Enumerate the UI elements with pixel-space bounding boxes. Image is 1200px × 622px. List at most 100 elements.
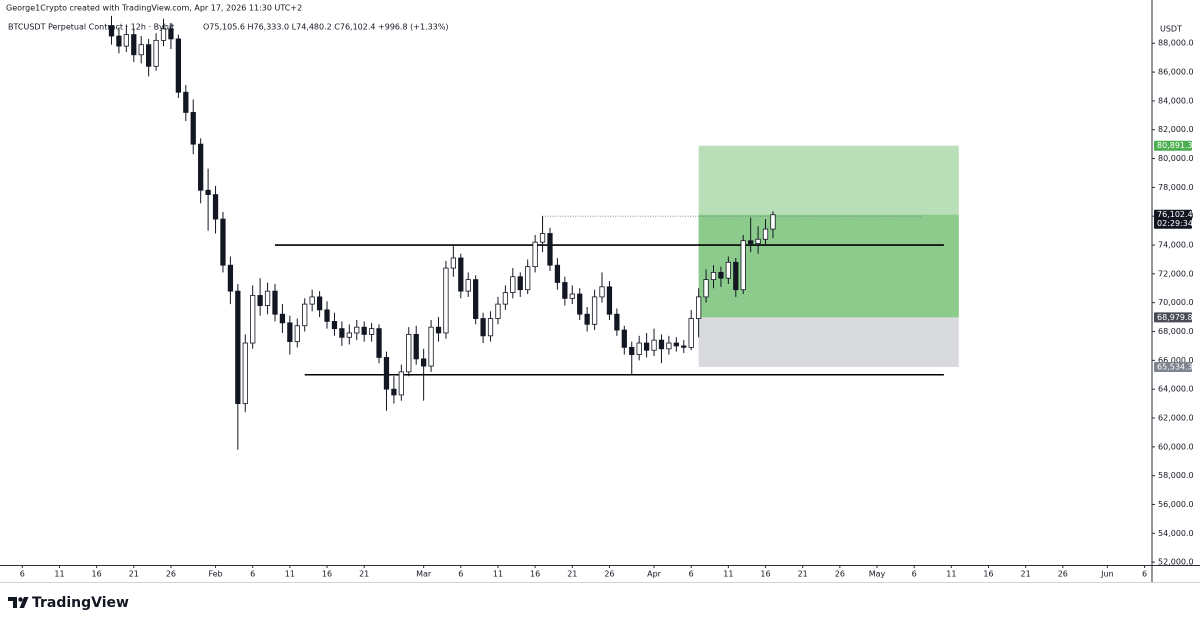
- candle-body: [160, 28, 167, 41]
- y-tick-label: 70,000.0: [1158, 298, 1194, 307]
- candle-body: [666, 342, 672, 350]
- candle-body: [287, 322, 293, 342]
- x-tick-label: 26: [835, 570, 845, 579]
- y-tick-label: 86,000.0: [1158, 68, 1194, 77]
- x-tick-label: 6: [689, 570, 694, 579]
- price-tag-box: [1154, 140, 1192, 151]
- price-tag: 76,102.402:29:34: [1154, 209, 1193, 229]
- candle-body: [621, 329, 627, 348]
- candle-body: [205, 189, 211, 195]
- candle-body: [383, 357, 390, 390]
- y-tick-label: 64,000.0: [1158, 385, 1194, 394]
- candle-body: [681, 345, 687, 348]
- x-tick-label: 6: [250, 570, 255, 579]
- candle-body: [762, 228, 769, 240]
- candle-body: [302, 303, 308, 327]
- candle-body: [257, 295, 263, 306]
- y-tick-label: 58,000.0: [1158, 471, 1194, 480]
- candle-body: [175, 38, 182, 93]
- candle-body: [703, 279, 709, 298]
- ohlc: O75,105.6 H76,333.0 L74,480.2 C76,102.4 …: [203, 23, 449, 32]
- candle-body: [316, 296, 323, 311]
- candle-body: [421, 358, 427, 367]
- x-tick-label: 6: [20, 570, 25, 579]
- stop-zone: [698, 317, 959, 368]
- x-tick-label: 21: [567, 570, 577, 579]
- y-tick-label: 54,000.0: [1158, 529, 1194, 538]
- candle-body: [123, 34, 129, 47]
- x-tick-label: 16: [530, 570, 540, 579]
- candle-body: [220, 218, 226, 266]
- candle-body: [696, 296, 702, 319]
- candle-body: [368, 328, 375, 335]
- candle-body: [428, 326, 434, 367]
- candle-body: [510, 276, 516, 293]
- x-tick-label: 11: [285, 570, 295, 579]
- price-tag-label: 80,891.3: [1157, 141, 1193, 150]
- candle-body: [339, 328, 345, 338]
- candle-body: [309, 296, 315, 305]
- candle-body: [710, 272, 717, 281]
- candle-body: [487, 318, 494, 337]
- candle-body: [198, 143, 204, 191]
- candle-body: [116, 35, 122, 47]
- y-tick-label: 72,000.0: [1158, 269, 1194, 278]
- brand: TradingView: [32, 595, 129, 611]
- candle-body: [636, 342, 642, 355]
- x-tick-label: 21: [1021, 570, 1031, 579]
- y-tick-label: 88,000.0: [1158, 39, 1194, 48]
- y-tick-label: 56,000.0: [1158, 500, 1194, 509]
- y-tick-label: 82,000.0: [1158, 125, 1194, 134]
- candle-body: [495, 303, 501, 319]
- candle-body: [108, 25, 115, 37]
- y-tick-label: 84,000.0: [1158, 96, 1194, 105]
- brand-logo: [8, 597, 29, 608]
- x-tick-label: 16: [92, 570, 102, 579]
- x-tick-label: May: [869, 570, 886, 579]
- candle-body: [547, 233, 553, 266]
- candle-body: [465, 279, 471, 292]
- price-tag: 80,891.3: [1154, 140, 1193, 151]
- x-tick-label: 26: [604, 570, 614, 579]
- x-tick-label: 16: [760, 570, 770, 579]
- y-tick-label: 60,000.0: [1158, 442, 1194, 451]
- candle-body: [584, 313, 590, 325]
- candle-body: [517, 276, 523, 291]
- candle-body: [131, 34, 137, 56]
- candle-body: [725, 261, 731, 279]
- candle-body: [250, 295, 256, 344]
- candle-body: [554, 264, 561, 283]
- price-tag: 65,534.3: [1154, 362, 1193, 373]
- x-tick-label: 21: [359, 570, 369, 579]
- x-tick-label: 11: [723, 570, 733, 579]
- x-tick-label: 16: [322, 570, 332, 579]
- chart-title: George1Crypto created with TradingView.c…: [6, 4, 302, 13]
- symbol: BTCUSDT Perpetual Contract · 12h · Bybit: [8, 23, 174, 32]
- candle-body: [643, 342, 650, 351]
- price-tag-box: [1154, 312, 1192, 323]
- x-tick-label: 11: [54, 570, 64, 579]
- x-tick-label: Apr: [647, 570, 662, 579]
- x-tick-label: 6: [1142, 570, 1147, 579]
- candle-body: [770, 214, 776, 230]
- candle-body: [673, 342, 679, 347]
- candle-body: [376, 328, 382, 358]
- x-tick-label: Jun: [1100, 570, 1114, 579]
- candle-body: [740, 240, 746, 291]
- candle-body: [331, 321, 338, 330]
- y-tick-label: 78,000.0: [1158, 183, 1194, 192]
- y-tick-label: 66,000.0: [1158, 356, 1194, 365]
- candle-body: [168, 28, 174, 40]
- candle-body: [435, 326, 442, 334]
- price-tag-label: 68,979.8: [1157, 313, 1193, 322]
- candle-body: [406, 333, 412, 373]
- candle-body: [755, 238, 761, 244]
- x-tick-label: 16: [983, 570, 993, 579]
- x-tick-label: 6: [912, 570, 917, 579]
- candle-body: [227, 264, 234, 292]
- candle-body: [577, 293, 583, 315]
- candle-body: [473, 279, 479, 319]
- plot-area: [108, 15, 959, 450]
- candle-body: [264, 290, 271, 306]
- candle-body: [591, 296, 598, 325]
